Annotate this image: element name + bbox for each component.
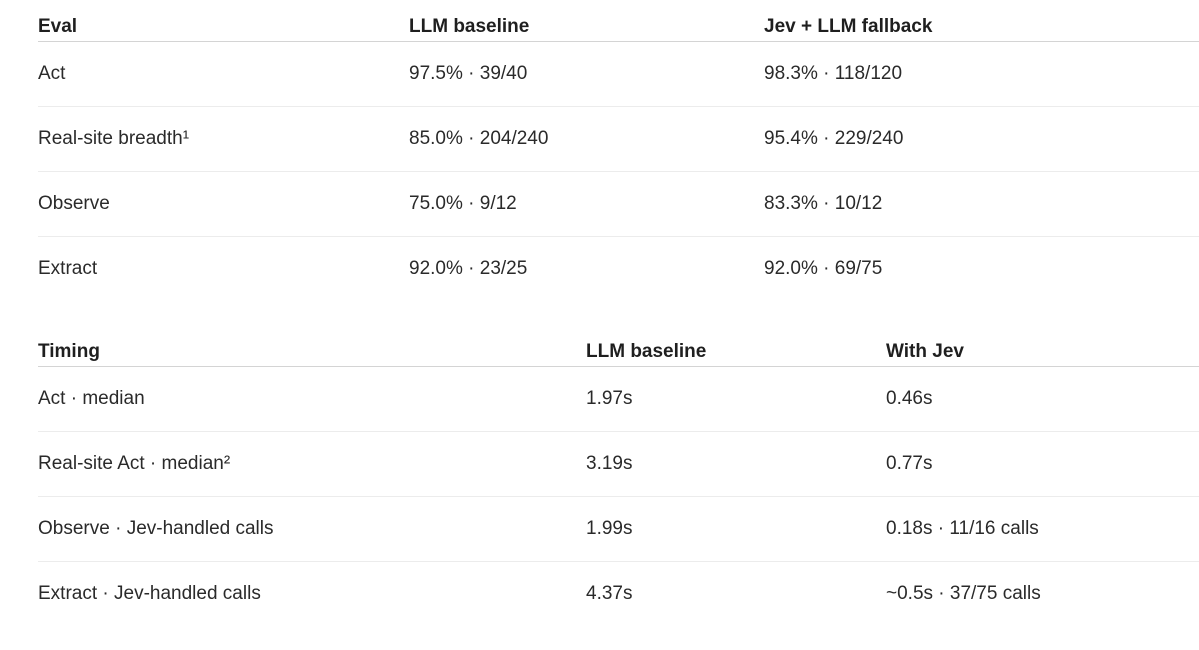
with-jev-cell: 0.77s [886, 452, 933, 474]
eval-name-cell: Extract [38, 257, 98, 279]
timing-name-cell: Real-site Act · median² [38, 452, 231, 474]
with-jev-cell: 0.18s · 11/16 calls [886, 517, 1039, 539]
timing-name-cell: Act · median [38, 387, 145, 409]
with-jev-cell: ~0.5s · 37/75 calls [886, 582, 1041, 604]
timing-name-cell: Extract · Jev-handled calls [38, 582, 261, 604]
table-row: Real-site breadth¹ 85.0% · 204/240 95.4%… [38, 106, 1199, 171]
column-header-llm-baseline: LLM baseline [586, 341, 707, 362]
jev-fallback-cell: 92.0% · 69/75 [764, 257, 883, 279]
table-row: Act 97.5% · 39/40 98.3% · 118/120 [38, 41, 1199, 106]
llm-baseline-cell: 1.99s [586, 517, 633, 539]
timing-table: Timing LLM baseline With Jev Act · media… [38, 325, 1199, 626]
column-header-eval: Eval [38, 16, 78, 37]
llm-baseline-cell: 4.37s [586, 582, 633, 604]
table-row: Act · median 1.97s 0.46s [38, 366, 1199, 431]
llm-baseline-cell: 1.97s [586, 387, 633, 409]
table-row: Observe · Jev-handled calls 1.99s 0.18s … [38, 496, 1199, 561]
llm-baseline-cell: 92.0% · 23/25 [409, 257, 528, 279]
eval-name-cell: Real-site breadth¹ [38, 127, 190, 149]
column-header-with-jev: With Jev [886, 341, 964, 362]
eval-name-cell: Observe [38, 192, 110, 214]
eval-header-row: Eval LLM baseline Jev + LLM fallback [38, 0, 1199, 41]
eval-table: Eval LLM baseline Jev + LLM fallback Act… [38, 0, 1199, 301]
table-row: Extract · Jev-handled calls 4.37s ~0.5s … [38, 561, 1199, 626]
with-jev-cell: 0.46s [886, 387, 933, 409]
timing-name-cell: Observe · Jev-handled calls [38, 517, 274, 539]
jev-fallback-cell: 98.3% · 118/120 [764, 62, 903, 84]
table-row: Extract 92.0% · 23/25 92.0% · 69/75 [38, 236, 1199, 301]
column-header-timing: Timing [38, 341, 100, 362]
table-row: Observe 75.0% · 9/12 83.3% · 10/12 [38, 171, 1199, 236]
timing-header-row: Timing LLM baseline With Jev [38, 325, 1199, 366]
jev-fallback-cell: 95.4% · 229/240 [764, 127, 904, 149]
table-row: Real-site Act · median² 3.19s 0.77s [38, 431, 1199, 496]
eval-name-cell: Act [38, 62, 66, 84]
llm-baseline-cell: 3.19s [586, 452, 633, 474]
llm-baseline-cell: 85.0% · 204/240 [409, 127, 549, 149]
column-header-jev-llm-fallback: Jev + LLM fallback [764, 16, 933, 37]
column-header-llm-baseline: LLM baseline [409, 16, 530, 37]
llm-baseline-cell: 97.5% · 39/40 [409, 62, 528, 84]
llm-baseline-cell: 75.0% · 9/12 [409, 192, 517, 214]
jev-fallback-cell: 83.3% · 10/12 [764, 192, 883, 214]
